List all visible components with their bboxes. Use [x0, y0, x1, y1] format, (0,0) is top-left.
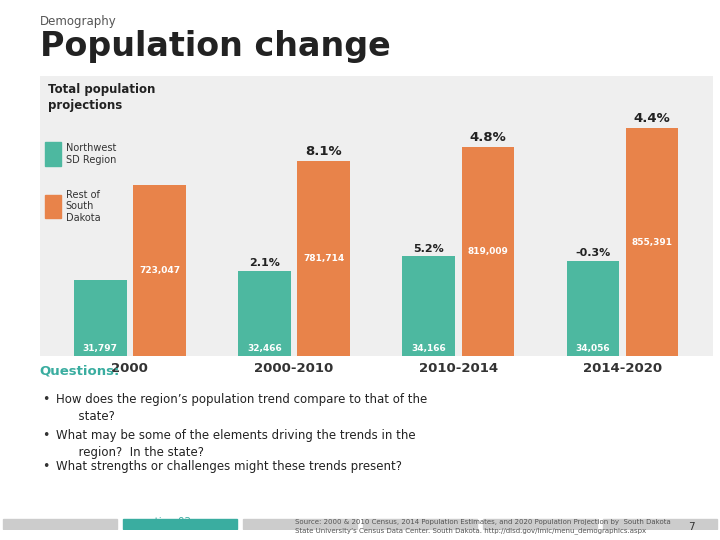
Bar	[402, 256, 455, 356]
Bar	[603, 519, 717, 529]
Text: Demography: Demography	[40, 15, 117, 28]
Text: What may be some of the elements driving the trends in the
      region?  In the: What may be some of the elements driving…	[56, 429, 415, 459]
Bar	[626, 128, 678, 356]
Text: 8.1%: 8.1%	[305, 145, 342, 158]
Text: How does the region’s population trend compare to that of the
      state?: How does the region’s population trend c…	[56, 393, 428, 423]
Bar	[243, 519, 357, 529]
Text: Rest of
South
Dakota: Rest of South Dakota	[66, 190, 101, 223]
Bar	[123, 519, 237, 529]
Text: 31,797: 31,797	[83, 344, 118, 353]
Bar	[238, 271, 291, 356]
Text: •: •	[42, 429, 49, 442]
Bar	[133, 185, 186, 356]
Bar	[297, 161, 350, 356]
Bar	[363, 519, 477, 529]
Bar	[567, 261, 619, 356]
Bar	[45, 142, 61, 166]
Text: •: •	[42, 460, 49, 473]
Text: 855,391: 855,391	[631, 238, 672, 247]
Text: section 02: section 02	[137, 517, 191, 528]
Text: -0.3%: -0.3%	[575, 248, 611, 258]
Text: 7: 7	[688, 522, 695, 532]
Bar	[74, 280, 127, 356]
Bar	[3, 519, 117, 529]
Text: 5.2%: 5.2%	[413, 244, 444, 254]
Text: Population change: Population change	[40, 30, 390, 63]
Text: What strengths or challenges might these trends present?: What strengths or challenges might these…	[56, 460, 402, 473]
Bar	[462, 147, 514, 356]
Text: Northwest
SD Region: Northwest SD Region	[66, 143, 116, 165]
Text: 2.1%: 2.1%	[249, 258, 280, 268]
Text: 34,056: 34,056	[575, 344, 611, 353]
Text: Source: 2000 & 2010 Census, 2014 Population Estimates, and 2020 Population Proje: Source: 2000 & 2010 Census, 2014 Populat…	[295, 519, 671, 534]
Text: •: •	[42, 393, 49, 406]
Text: Questions:: Questions:	[40, 364, 120, 377]
Bar	[483, 519, 597, 529]
Text: 34,166: 34,166	[411, 344, 446, 353]
Text: 723,047: 723,047	[139, 266, 180, 275]
Text: 32,466: 32,466	[247, 344, 282, 353]
Text: Total population
projections: Total population projections	[48, 83, 156, 112]
Text: 4.8%: 4.8%	[469, 131, 506, 144]
Bar	[45, 194, 61, 218]
Text: 819,009: 819,009	[467, 247, 508, 256]
Text: 781,714: 781,714	[303, 254, 344, 264]
Text: 4.4%: 4.4%	[634, 112, 670, 125]
